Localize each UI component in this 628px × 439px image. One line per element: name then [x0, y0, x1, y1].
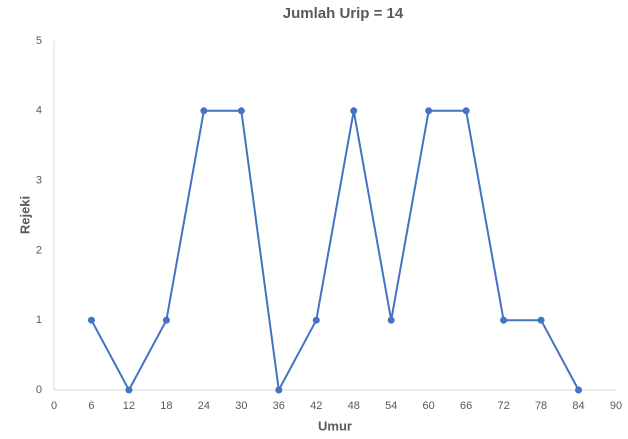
- point: [125, 386, 133, 394]
- x-tick-label: 54: [385, 400, 397, 412]
- chart-title: Jumlah Urip = 14: [283, 5, 404, 22]
- point: [537, 316, 545, 324]
- point: [275, 386, 283, 394]
- point: [350, 107, 358, 115]
- y-tick-label: 4: [36, 105, 42, 117]
- y-tick-label: 5: [36, 35, 42, 47]
- x-tick-label: 24: [198, 400, 210, 412]
- y-tick-label: 3: [36, 175, 42, 187]
- line: [90, 109, 580, 394]
- x-tick-label: 30: [235, 400, 247, 412]
- point: [237, 107, 245, 115]
- point: [500, 316, 508, 324]
- x-tick-label: 66: [460, 400, 472, 412]
- x-tick-label: 6: [88, 400, 94, 412]
- x-tick-label: 60: [423, 400, 435, 412]
- x-tick-label: 90: [610, 400, 622, 412]
- y-tick-label: 2: [36, 244, 42, 256]
- y-tick-label: 1: [36, 314, 42, 326]
- y-axis-title: Rejeki: [17, 196, 32, 234]
- x-tick-label: 78: [535, 400, 547, 412]
- point: [200, 107, 208, 115]
- y-tick-label: 0: [36, 384, 42, 396]
- x-tick-label: 72: [497, 400, 509, 412]
- x-axis-title: Umur: [318, 418, 352, 433]
- point: [425, 107, 433, 115]
- point: [162, 316, 170, 324]
- x-tick-label: 84: [572, 400, 584, 412]
- point: [387, 316, 395, 324]
- point: [312, 316, 320, 324]
- x-tick-label: 0: [51, 400, 57, 412]
- x-tick-label: 42: [310, 400, 322, 412]
- x-tick-label: 36: [273, 400, 285, 412]
- x-tick-label: 48: [348, 400, 360, 412]
- x-tick-label: 12: [123, 400, 135, 412]
- x-tick-label: 18: [160, 400, 172, 412]
- point: [87, 316, 95, 324]
- point: [575, 386, 583, 394]
- point: [462, 107, 470, 115]
